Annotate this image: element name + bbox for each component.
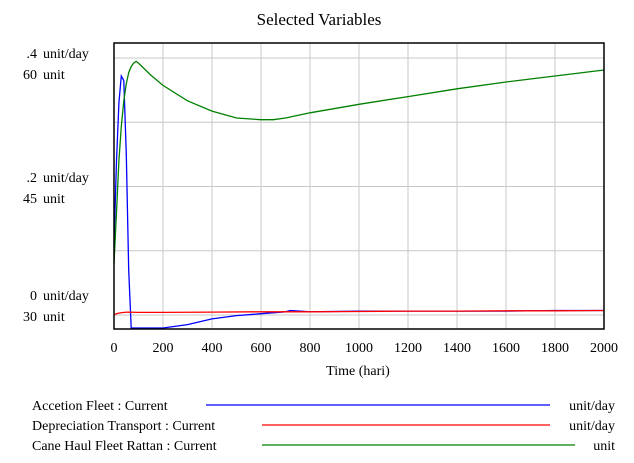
plot-frame bbox=[113, 42, 605, 330]
x-tick-label: 0 bbox=[111, 341, 118, 356]
y-tick-unit: unit/day bbox=[43, 171, 89, 186]
y-tick-value: 45 bbox=[23, 192, 37, 207]
x-axis-label: Time (hari) bbox=[326, 364, 390, 379]
y-tick-value: .2 bbox=[27, 171, 38, 186]
x-tick-labels: 0 200 400 600 800 1000 1200 1400 1600 1800 2000 bbox=[111, 341, 619, 356]
series-line-2 bbox=[113, 309, 605, 316]
y-tick-unit: unit/day bbox=[43, 47, 89, 62]
grid bbox=[114, 43, 604, 329]
x-tick-label: 800 bbox=[300, 341, 321, 356]
y-tick-value: 30 bbox=[23, 310, 37, 325]
x-tick-label: 2000 bbox=[590, 341, 618, 356]
legend-unit: unit/day bbox=[569, 419, 615, 434]
y-tick-unit: unit bbox=[43, 68, 65, 83]
legend-unit: unit/day bbox=[569, 399, 615, 414]
legend-label: Depreciation Transport : Current bbox=[32, 419, 215, 434]
y-tick-labels: .4 unit/day 60 unit .2 unit/day 45 unit 0 unit/da… bbox=[23, 47, 89, 325]
x-tick-label: 1400 bbox=[443, 341, 471, 356]
y-tick-value: 60 bbox=[23, 68, 37, 83]
legend-label: Accetion Fleet : Current bbox=[32, 399, 168, 414]
y-tick-unit: unit bbox=[43, 310, 65, 325]
legend-label: Cane Haul Fleet Rattan : Current bbox=[32, 439, 217, 454]
legend: Accetion Fleet : Current unit/day Deprecia… bbox=[32, 399, 615, 454]
series-line-3 bbox=[113, 60, 605, 264]
y-tick-unit: unit bbox=[43, 192, 65, 207]
x-tick-label: 200 bbox=[153, 341, 174, 356]
x-tick-label: 400 bbox=[202, 341, 223, 356]
legend-unit: unit bbox=[593, 439, 615, 454]
y-tick-unit: unit/day bbox=[43, 289, 89, 304]
x-tick-label: 1600 bbox=[492, 341, 520, 356]
y-tick-value: 0 bbox=[30, 289, 37, 304]
x-tick-label: 1800 bbox=[541, 341, 569, 356]
x-tick-label: 1200 bbox=[394, 341, 422, 356]
x-tick-label: 1000 bbox=[345, 341, 373, 356]
y-tick-value: .4 bbox=[27, 47, 38, 62]
x-tick-label: 600 bbox=[251, 341, 272, 356]
chart-title: Selected Variables bbox=[257, 10, 382, 29]
series-layer bbox=[113, 60, 605, 329]
